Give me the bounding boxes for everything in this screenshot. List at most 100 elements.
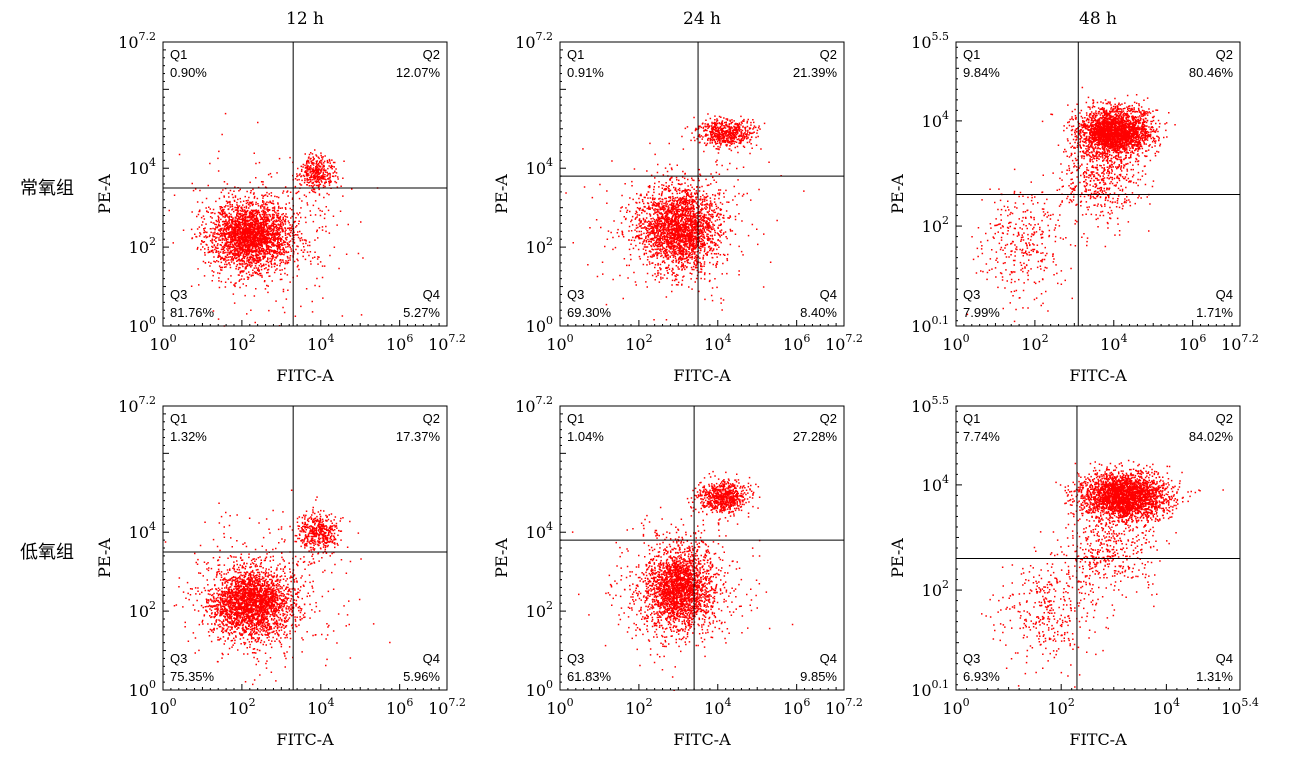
quadrant-name: Q4 (1216, 287, 1233, 302)
column-header: 12 h (286, 9, 324, 29)
quadrant-name: Q2 (423, 411, 440, 426)
quadrant-name: Q4 (1216, 651, 1233, 666)
y-tick-label: 104 (526, 156, 553, 178)
row-label: 低氧组 (20, 542, 74, 563)
x-tick-label: 107.2 (825, 696, 863, 718)
y-axis-label: PE-A (492, 174, 511, 214)
column-header: 24 h (683, 9, 721, 29)
x-tick-label: 107.2 (428, 696, 466, 718)
event-dot-cloud (981, 459, 1224, 688)
scatter-panel: 100 102 104 105.4 100.1 102 104 105.5 FITC-A PE-A… (888, 394, 1259, 749)
event-dot-cloud (571, 470, 794, 691)
plot-frame (559, 41, 845, 327)
x-tick-label: 100 (149, 332, 176, 354)
y-tick-label: 104 (922, 473, 949, 495)
x-tick-label: 100 (942, 332, 969, 354)
plot-frame (559, 405, 845, 691)
y-tick-label: 102 (129, 235, 156, 257)
x-tick-label: 104 (1100, 332, 1127, 354)
event-dots (571, 470, 794, 691)
event-dots (164, 489, 391, 686)
plot-frame (162, 41, 448, 327)
quadrant-name: Q2 (1216, 47, 1233, 62)
event-dot-cloud (168, 112, 379, 327)
quadrant-percent: 8.40% (800, 305, 837, 320)
y-tick-label: 107.2 (118, 30, 156, 52)
y-axis-label: PE-A (492, 538, 511, 578)
y-tick-label: 105.5 (911, 394, 949, 416)
x-tick-label: 102 (1048, 696, 1075, 718)
quadrant-percent: 0.90% (170, 65, 207, 80)
scatter-panel: 100 102 104 106 107.2 100 102 104 107.2 FITC-A PE-… (492, 30, 863, 385)
x-tick-label: 104 (704, 332, 731, 354)
y-tick-label: 100.1 (911, 678, 949, 700)
y-axis-label: PE-A (95, 174, 114, 214)
quadrant-percent: 0.91% (567, 65, 604, 80)
quadrant-name: Q3 (170, 651, 187, 666)
quadrant-percent: 81.76% (170, 305, 215, 320)
y-tick-label: 102 (526, 599, 553, 621)
x-tick-label: 102 (625, 696, 652, 718)
y-tick-label: 100.1 (911, 314, 949, 336)
quadrant-name: Q3 (567, 287, 584, 302)
quadrant-name: Q3 (963, 287, 980, 302)
x-tick-label: 100 (942, 696, 969, 718)
quadrant-percent: 1.71% (1196, 305, 1233, 320)
quadrant-percent: 5.96% (403, 669, 440, 684)
quadrant-percent: 17.37% (396, 429, 441, 444)
x-tick-label: 100 (546, 696, 573, 718)
y-tick-label: 107.2 (515, 394, 553, 416)
scatter-panel: 100 102 104 106 107.2 100.1 102 104 105.5 FITC-A P… (888, 30, 1259, 385)
y-axis-label: PE-A (888, 174, 907, 214)
quadrant-name: Q1 (567, 411, 584, 426)
x-axis-label: FITC-A (673, 730, 731, 749)
x-tick-label: 100 (546, 332, 573, 354)
y-axis-label: PE-A (95, 538, 114, 578)
scatter-panel: 100 102 104 106 107.2 100 102 104 107.2 FITC-A PE-… (492, 394, 863, 749)
quadrant-percent: 12.07% (396, 65, 441, 80)
y-tick-label: 100 (526, 314, 553, 336)
quadrant-name: Q4 (423, 287, 440, 302)
quadrant-name: Q2 (820, 411, 837, 426)
scatter-panel: 100 102 104 106 107.2 100 102 104 107.2 FITC-A PE-… (95, 30, 466, 385)
quadrant-name: Q3 (170, 287, 187, 302)
x-axis-label: FITC-A (1069, 366, 1127, 385)
y-tick-label: 104 (129, 520, 156, 542)
y-tick-label: 100 (129, 314, 156, 336)
x-tick-label: 102 (1021, 332, 1048, 354)
x-tick-label: 106 (386, 332, 413, 354)
event-dots (168, 112, 379, 327)
plot-frame (955, 405, 1241, 691)
event-dots (565, 113, 805, 321)
quadrant-name: Q1 (567, 47, 584, 62)
y-tick-label: 102 (922, 578, 949, 600)
quadrant-name: Q3 (567, 651, 584, 666)
x-tick-label: 106 (1179, 332, 1206, 354)
y-tick-label: 100 (129, 678, 156, 700)
x-tick-label: 106 (783, 332, 810, 354)
x-tick-label: 107.2 (1221, 332, 1259, 354)
scatter-panel: 100 102 104 106 107.2 100 102 104 107.2 FITC-A PE-… (95, 394, 466, 749)
event-dots (981, 459, 1224, 688)
quadrant-percent: 1.32% (170, 429, 207, 444)
quadrant-percent: 7.74% (963, 429, 1000, 444)
quadrant-percent: 1.31% (1196, 669, 1233, 684)
x-tick-label: 100 (149, 696, 176, 718)
x-tick-label: 104 (704, 696, 731, 718)
quadrant-percent: 6.93% (963, 669, 1000, 684)
axis-ticks (955, 410, 1230, 690)
quadrant-percent: 7.99% (963, 305, 1000, 320)
quadrant-percent: 9.85% (800, 669, 837, 684)
x-axis-label: FITC-A (673, 366, 731, 385)
x-tick-label: 107.2 (428, 332, 466, 354)
quadrant-percent: 84.02% (1189, 429, 1234, 444)
x-tick-label: 102 (228, 332, 255, 354)
y-tick-label: 102 (526, 235, 553, 257)
plot-frame (955, 41, 1241, 327)
quadrant-percent: 75.35% (170, 669, 215, 684)
quadrant-name: Q1 (170, 411, 187, 426)
axis-ticks (162, 49, 440, 327)
axis-ticks (162, 413, 440, 691)
quadrant-name: Q2 (820, 47, 837, 62)
